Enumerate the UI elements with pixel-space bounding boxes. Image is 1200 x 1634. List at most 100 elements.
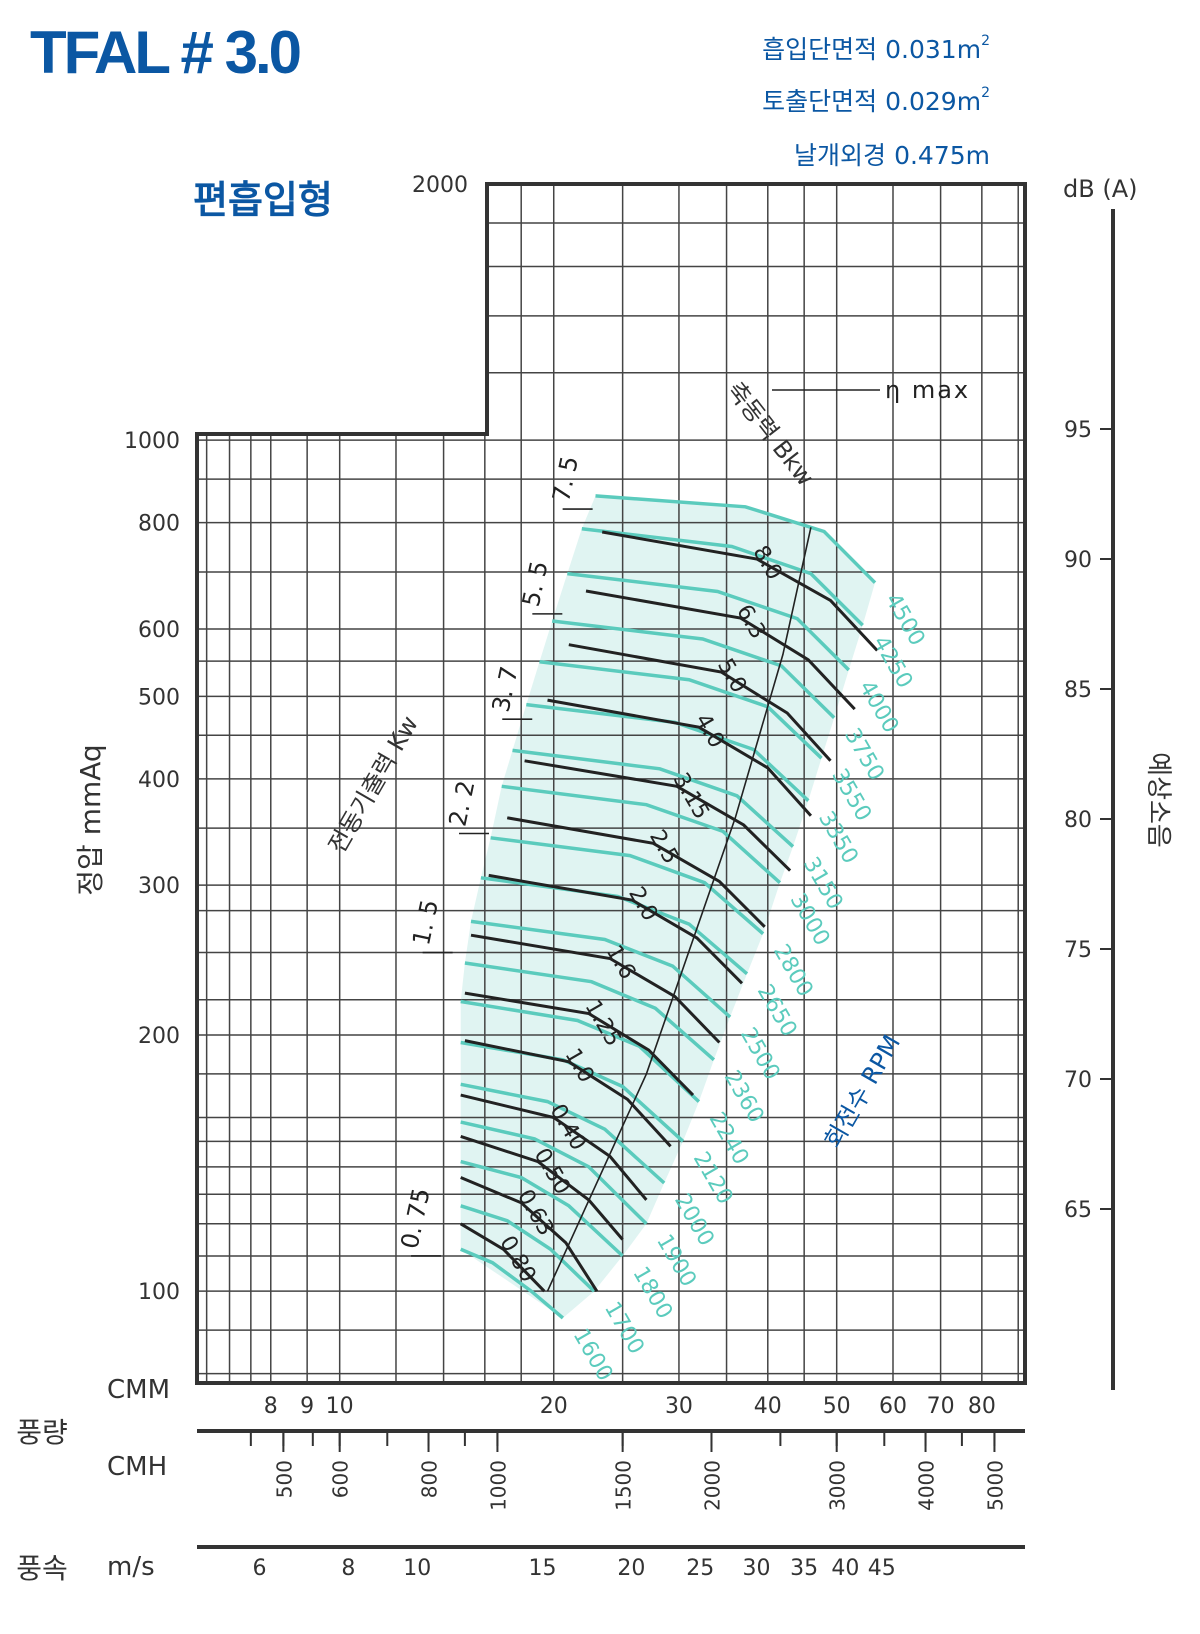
cmh-tick-label: 600 bbox=[329, 1460, 353, 1498]
shaft-power-curve bbox=[460, 1093, 648, 1201]
shaft-power-curve bbox=[506, 816, 766, 928]
cmh-tick-label: 1000 bbox=[486, 1460, 510, 1511]
shaft-power-curve bbox=[460, 1134, 624, 1241]
cmm-tick-label: 60 bbox=[879, 1394, 907, 1419]
noise-tick-label: 80 bbox=[1064, 808, 1092, 833]
y-tick-label: 1000 bbox=[124, 429, 180, 454]
y-tick-label: 300 bbox=[138, 874, 180, 899]
velocity-tick-label: 6 bbox=[253, 1556, 267, 1581]
efficiency-max-line bbox=[546, 527, 812, 1292]
noise-tick-label: 70 bbox=[1064, 1068, 1092, 1093]
spec-inlet-area: 흡입단면적 0.031m2 bbox=[762, 30, 990, 66]
rpm-curve bbox=[567, 571, 851, 672]
rpm-curve bbox=[460, 999, 701, 1103]
shaft-power-curve bbox=[464, 1039, 672, 1148]
y-axis-title: 정압 mmAq bbox=[74, 744, 107, 895]
y-tick-label: 500 bbox=[138, 685, 180, 710]
noise-label: 예상소음 bbox=[1143, 752, 1173, 848]
cmh-tick-label: 5000 bbox=[983, 1460, 1007, 1511]
operating-region-fill bbox=[460, 495, 875, 1318]
cmh-tick-label: 1500 bbox=[612, 1460, 636, 1511]
cmm-tick-label: 30 bbox=[665, 1394, 693, 1419]
rpm-curve bbox=[464, 961, 716, 1062]
noise-tick-label: 90 bbox=[1064, 548, 1092, 573]
cmm-tick-label: 8 bbox=[264, 1394, 278, 1419]
chart-frame bbox=[195, 182, 1027, 1385]
rpm-curve bbox=[581, 526, 864, 627]
rpm-curve bbox=[501, 784, 782, 884]
motor-output-title: 전동기출력 Kw bbox=[323, 711, 424, 858]
cmm-tick-label: 10 bbox=[326, 1394, 354, 1419]
shaft-power-curve bbox=[524, 759, 792, 872]
cmm-tick-label: 70 bbox=[927, 1394, 955, 1419]
shaft-power-curve bbox=[585, 589, 856, 711]
velocity-tick-label: 15 bbox=[529, 1556, 557, 1581]
cmh-tick-label: 4000 bbox=[915, 1460, 939, 1511]
motor-output-label: 7. 5 bbox=[547, 454, 584, 505]
spec-superscript: 2 bbox=[981, 32, 990, 49]
spec-value: 0.029m bbox=[885, 87, 982, 116]
spec-value: 0.475m bbox=[894, 141, 990, 170]
shaft-power-curve bbox=[464, 991, 695, 1097]
rpm-curve bbox=[460, 1159, 624, 1258]
shaft-power-curve bbox=[470, 933, 721, 1044]
shaft-power-curve bbox=[601, 530, 879, 652]
chart-grid bbox=[197, 184, 1025, 1383]
spec-impeller-diameter: 날개외경 0.475m bbox=[794, 136, 990, 172]
cmh-tick-label: 500 bbox=[272, 1460, 296, 1498]
rpm-curve bbox=[490, 836, 765, 936]
cmh-tick-label: 800 bbox=[418, 1460, 442, 1498]
velocity-tick-label: 20 bbox=[617, 1556, 645, 1581]
spec-outlet-area: 토출단면적 0.029m2 bbox=[762, 82, 990, 118]
rpm-curve bbox=[460, 1120, 648, 1226]
y-tick-label: 400 bbox=[138, 768, 180, 793]
spec-superscript: 2 bbox=[981, 84, 990, 101]
velocity-unit-label: m/s bbox=[107, 1552, 155, 1582]
spec-label: 날개외경 bbox=[794, 141, 887, 170]
rpm-curve bbox=[595, 494, 877, 584]
shaft-power-curve bbox=[488, 873, 744, 985]
cmm-tick-label: 50 bbox=[823, 1394, 851, 1419]
velocity-tick-label: 40 bbox=[831, 1556, 859, 1581]
noise-axis-title: dB (A) bbox=[1063, 175, 1137, 203]
spec-value: 0.031m bbox=[885, 35, 982, 64]
y-tick-label: 800 bbox=[138, 512, 180, 537]
velocity-tick-label: 8 bbox=[341, 1556, 355, 1581]
cmm-tick-label: 20 bbox=[540, 1394, 568, 1419]
operating-region bbox=[460, 495, 875, 1318]
noise-tick-label: 75 bbox=[1064, 938, 1092, 963]
shaft-power-curve bbox=[568, 643, 832, 762]
y-tick-label: 200 bbox=[138, 1024, 180, 1049]
cmh-axis-title: CMH bbox=[107, 1452, 167, 1482]
rpm-curve-label: 1600 bbox=[568, 1324, 618, 1385]
shaft-power-curve bbox=[547, 698, 813, 817]
chart-axes: 100 200 300 400 500 600 800 1000 2000 정압 mmAq CMM 8… bbox=[16, 173, 1173, 1585]
motor-output-label: 2. 2 bbox=[443, 778, 480, 829]
rpm-curve bbox=[460, 1082, 666, 1185]
velocity-tick-label: 25 bbox=[686, 1556, 714, 1581]
spec-label: 토출단면적 bbox=[762, 87, 878, 116]
velocity-tick-label: 30 bbox=[743, 1556, 771, 1581]
spec-label: 흡입단면적 bbox=[762, 35, 878, 64]
efficiency-label: η max bbox=[885, 376, 970, 404]
rpm-curve bbox=[470, 919, 732, 1019]
chart-curves bbox=[459, 494, 879, 1320]
chart-subtitle: 편흡입형 bbox=[193, 178, 333, 222]
rpm-curve bbox=[551, 619, 836, 719]
y-tick-label: 2000 bbox=[412, 173, 468, 198]
rpm-curve bbox=[512, 748, 795, 848]
motor-output-label: 3. 7 bbox=[487, 664, 524, 715]
noise-tick-label: 95 bbox=[1064, 418, 1092, 443]
page-title: TFAL # 3.0 bbox=[30, 19, 302, 86]
cmm-tick-label: 80 bbox=[968, 1394, 996, 1419]
noise-tick-label: 85 bbox=[1064, 678, 1092, 703]
flow-group-label: 풍량 bbox=[16, 1416, 68, 1449]
cmm-tick-label: 9 bbox=[300, 1394, 314, 1419]
shaft-power-curve bbox=[459, 1222, 546, 1293]
velocity-tick-label: 45 bbox=[868, 1556, 896, 1581]
cmh-tick-label: 3000 bbox=[826, 1460, 850, 1511]
motor-output-label: 0. 75 bbox=[396, 1186, 436, 1252]
cmh-tick-label: 2000 bbox=[700, 1460, 724, 1511]
y-tick-label: 600 bbox=[138, 618, 180, 643]
